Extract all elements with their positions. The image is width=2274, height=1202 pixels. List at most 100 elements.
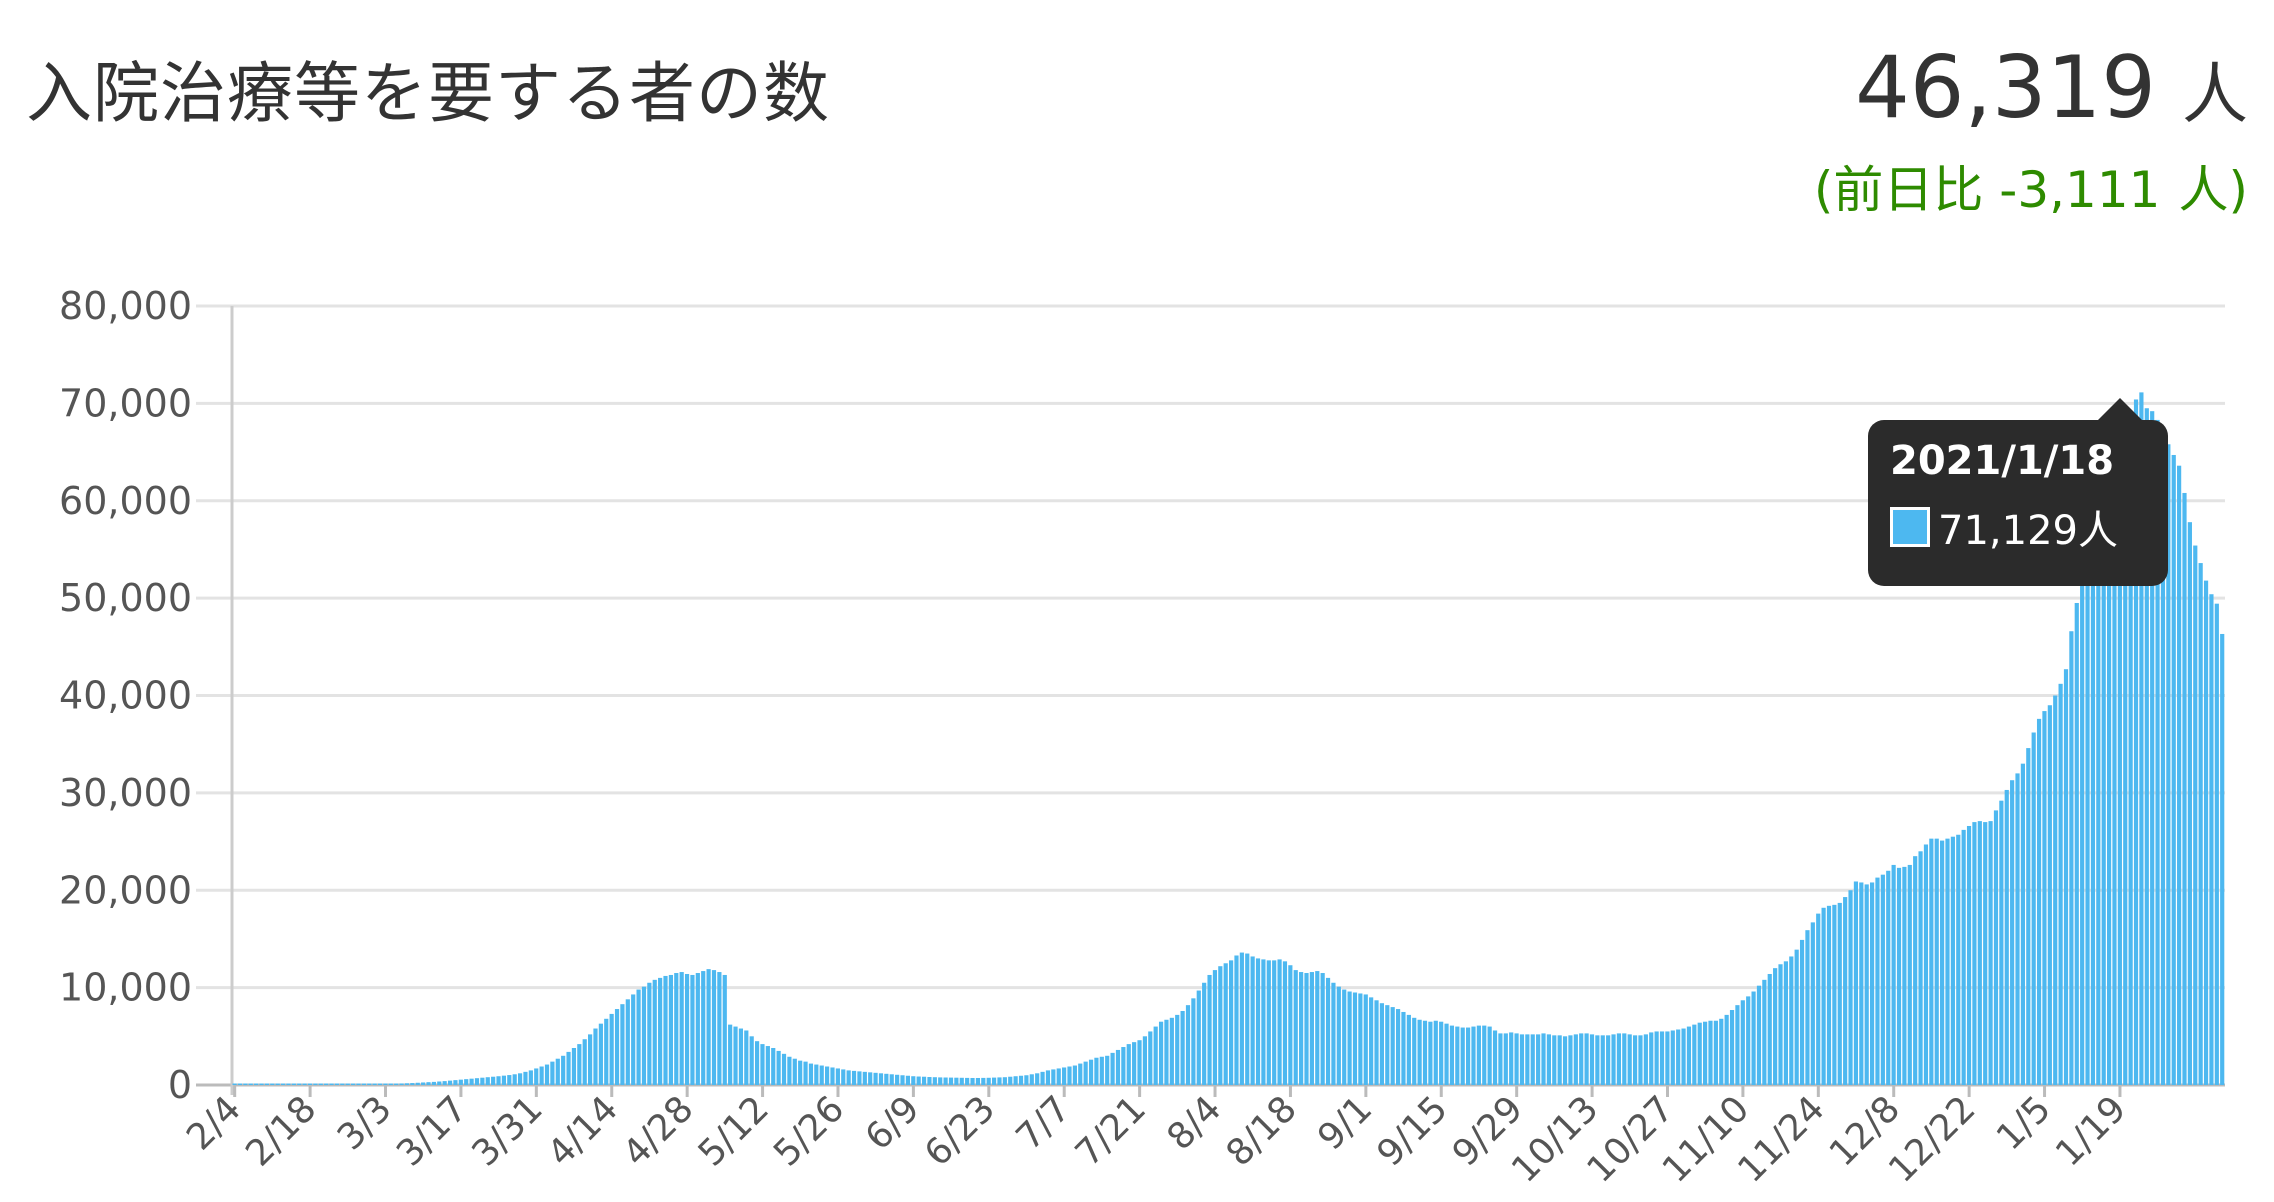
bar[interactable] xyxy=(1476,1025,1481,1085)
bar[interactable] xyxy=(2090,523,2096,1085)
bar[interactable] xyxy=(1681,1028,1686,1085)
bar[interactable] xyxy=(1056,1068,1061,1085)
bar[interactable] xyxy=(555,1058,560,1085)
bar[interactable] xyxy=(426,1082,431,1085)
bar[interactable] xyxy=(264,1083,270,1086)
bar[interactable] xyxy=(792,1058,797,1085)
bar[interactable] xyxy=(1837,902,1842,1085)
bar[interactable] xyxy=(970,1077,975,1085)
bar[interactable] xyxy=(334,1083,340,1086)
bar[interactable] xyxy=(2177,465,2182,1085)
bar[interactable] xyxy=(2047,705,2052,1085)
bar[interactable] xyxy=(1164,1019,1169,1085)
bar[interactable] xyxy=(1105,1055,1110,1085)
bar[interactable] xyxy=(690,974,695,1085)
bar[interactable] xyxy=(2209,594,2214,1085)
bar[interactable] xyxy=(1896,867,1902,1085)
bar[interactable] xyxy=(2042,711,2047,1085)
bar[interactable] xyxy=(1913,856,1918,1085)
bar[interactable] xyxy=(2026,748,2031,1085)
bar[interactable] xyxy=(1482,1025,1487,1085)
bar[interactable] xyxy=(1627,1034,1632,1085)
bar[interactable] xyxy=(340,1083,345,1086)
bar[interactable] xyxy=(517,1073,523,1085)
bar[interactable] xyxy=(1789,956,1794,1085)
bar[interactable] xyxy=(1282,961,1288,1085)
bar[interactable] xyxy=(1293,970,1298,1085)
bar[interactable] xyxy=(1040,1071,1045,1085)
bar[interactable] xyxy=(534,1068,539,1085)
bar[interactable] xyxy=(1045,1070,1051,1085)
bar[interactable] xyxy=(474,1078,480,1085)
bar[interactable] xyxy=(1573,1034,1578,1085)
bar[interactable] xyxy=(1751,991,1756,1085)
bar[interactable] xyxy=(1719,1018,1724,1085)
bar[interactable] xyxy=(1412,1017,1417,1085)
bar[interactable] xyxy=(2155,419,2160,1086)
bar[interactable] xyxy=(1740,1000,1745,1085)
bar[interactable] xyxy=(1864,884,1869,1085)
bar[interactable] xyxy=(2053,695,2058,1086)
bar[interactable] xyxy=(857,1071,862,1085)
bar[interactable] xyxy=(485,1077,490,1085)
bar[interactable] xyxy=(932,1077,937,1085)
bar[interactable] xyxy=(1950,836,1955,1085)
bar[interactable] xyxy=(1875,877,1880,1085)
bar[interactable] xyxy=(1304,973,1309,1085)
bar[interactable] xyxy=(1692,1024,1697,1085)
bar[interactable] xyxy=(1853,881,1859,1085)
bar[interactable] xyxy=(765,1046,770,1085)
bar[interactable] xyxy=(1929,838,1934,1085)
bar[interactable] xyxy=(1649,1032,1654,1085)
bar[interactable] xyxy=(464,1079,469,1085)
bar[interactable] xyxy=(1245,953,1250,1085)
bar[interactable] xyxy=(1358,993,1363,1085)
bar[interactable] xyxy=(1191,998,1196,1085)
bar[interactable] xyxy=(1347,991,1352,1085)
bar[interactable] xyxy=(1934,838,1939,1085)
bar[interactable] xyxy=(1234,955,1239,1085)
bar[interactable] xyxy=(1918,851,1923,1085)
bar[interactable] xyxy=(2171,454,2176,1085)
bar[interactable] xyxy=(1035,1073,1040,1085)
bar[interactable] xyxy=(1665,1031,1670,1085)
bar[interactable] xyxy=(825,1066,830,1085)
bar[interactable] xyxy=(2069,631,2074,1085)
bar[interactable] xyxy=(2203,580,2209,1085)
bar[interactable] xyxy=(798,1060,803,1085)
bar[interactable] xyxy=(991,1077,997,1085)
bar[interactable] xyxy=(1072,1065,1077,1085)
bar[interactable] xyxy=(1255,958,1261,1085)
bar[interactable] xyxy=(1616,1033,1622,1085)
bar[interactable] xyxy=(981,1077,986,1085)
bar[interactable] xyxy=(345,1083,350,1086)
bar[interactable] xyxy=(1536,1034,1541,1085)
bar[interactable] xyxy=(243,1083,248,1086)
bar[interactable] xyxy=(453,1080,458,1085)
bar[interactable] xyxy=(550,1061,555,1085)
bar[interactable] xyxy=(329,1083,334,1086)
bar[interactable] xyxy=(916,1076,921,1085)
bar[interactable] xyxy=(959,1077,964,1085)
bar[interactable] xyxy=(383,1083,388,1086)
bar[interactable] xyxy=(1923,844,1929,1085)
bar[interactable] xyxy=(760,1044,765,1085)
bar[interactable] xyxy=(1428,1021,1433,1085)
bar[interactable] xyxy=(2101,473,2106,1085)
bar[interactable] xyxy=(270,1083,275,1086)
bar[interactable] xyxy=(722,974,727,1085)
bar[interactable] xyxy=(695,973,700,1085)
bar[interactable] xyxy=(1525,1034,1530,1085)
bar[interactable] xyxy=(577,1044,582,1085)
bar[interactable] xyxy=(614,1009,620,1085)
bar[interactable] xyxy=(2058,683,2063,1085)
bar[interactable] xyxy=(1169,1017,1174,1085)
bar[interactable] xyxy=(1832,904,1837,1085)
bar[interactable] xyxy=(1374,1000,1379,1085)
bar[interactable] xyxy=(749,1036,754,1085)
bar[interactable] xyxy=(1966,825,1972,1085)
bar[interactable] xyxy=(1606,1035,1611,1085)
bar[interactable] xyxy=(1907,864,1912,1085)
bar[interactable] xyxy=(280,1083,286,1086)
bar[interactable] xyxy=(1654,1031,1659,1085)
